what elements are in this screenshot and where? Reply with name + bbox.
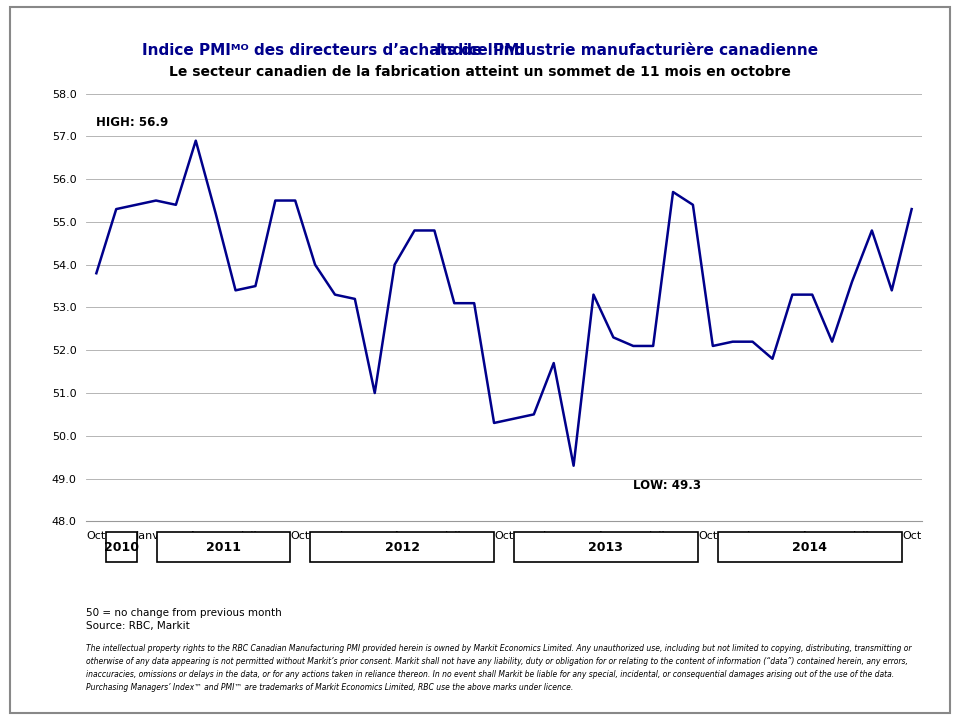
Bar — [718, 533, 901, 562]
Text: Indice PMI: Indice PMI — [436, 43, 524, 58]
Bar — [310, 533, 494, 562]
Text: 50 = no change from previous month: 50 = no change from previous month — [86, 608, 282, 618]
Text: HIGH: 56.9: HIGH: 56.9 — [96, 116, 169, 129]
Text: otherwise of any data appearing is not permitted without Markit’s prior consent.: otherwise of any data appearing is not p… — [86, 657, 908, 667]
Text: Source: RBC, Markit: Source: RBC, Markit — [86, 621, 190, 631]
Text: Purchasing Managers’ Index™ and PMI™ are trademarks of Markit Economics Limited,: Purchasing Managers’ Index™ and PMI™ are… — [86, 683, 574, 693]
Text: 2012: 2012 — [385, 541, 420, 554]
Text: 2010: 2010 — [105, 541, 139, 554]
Text: inaccuracies, omissions or delays in the data, or for any actions taken in relia: inaccuracies, omissions or delays in the… — [86, 670, 895, 680]
Bar — [107, 533, 137, 562]
Bar — [157, 533, 290, 562]
Text: 2011: 2011 — [206, 541, 241, 554]
Text: 2013: 2013 — [588, 541, 623, 554]
Text: Indice PMIᴹᴼ des directeurs d’achats de l’industrie manufacturière canadienne: Indice PMIᴹᴼ des directeurs d’achats de … — [142, 43, 818, 58]
Text: Le secteur canadien de la fabrication atteint un sommet de 11 mois en octobre: Le secteur canadien de la fabrication at… — [169, 65, 791, 79]
Text: LOW: 49.3: LOW: 49.3 — [634, 480, 701, 492]
Text: The intellectual property rights to the RBC Canadian Manufacturing PMI provided : The intellectual property rights to the … — [86, 644, 912, 654]
Bar — [514, 533, 698, 562]
Text: 2014: 2014 — [792, 541, 828, 554]
